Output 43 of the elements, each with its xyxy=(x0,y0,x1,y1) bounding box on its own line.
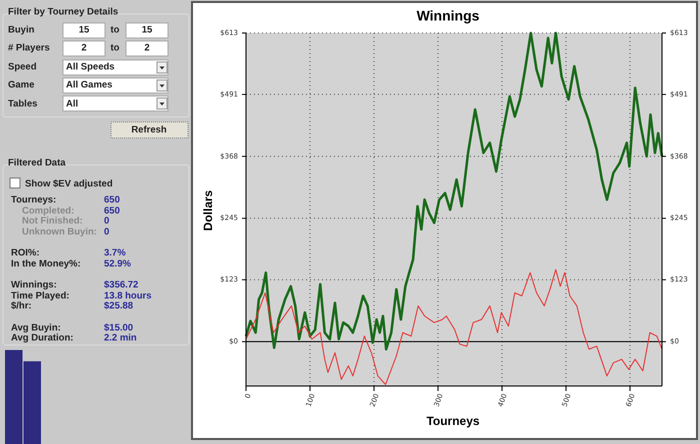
text: Not Finished: xyxy=(22,216,83,227)
text: 15 xyxy=(78,24,90,36)
text: # Players xyxy=(8,42,50,54)
text: Tables xyxy=(8,98,38,110)
text: 52.9% xyxy=(104,258,132,270)
text: $25.88 xyxy=(104,300,134,312)
text: $/hr: xyxy=(11,300,32,312)
text: Filter by Tourney Details xyxy=(8,6,118,18)
text: Buyin xyxy=(8,24,35,36)
text: ROI%: xyxy=(11,248,40,259)
text: In the Money%: xyxy=(11,258,81,270)
text: Filtered Data xyxy=(8,158,66,169)
text: Game xyxy=(8,80,34,91)
text: Speed xyxy=(8,62,37,73)
text: $356.72 xyxy=(104,280,138,291)
x-axis-title: Tourneys xyxy=(426,414,480,428)
text: to xyxy=(110,24,120,36)
y-axis-title: Dollars xyxy=(201,190,216,231)
text: 0 xyxy=(104,226,110,238)
text: 0 xyxy=(104,216,110,227)
text: Time Played: xyxy=(11,290,70,302)
text: All Games xyxy=(66,80,112,91)
text: 2.2 min xyxy=(104,332,137,344)
text: 3.7% xyxy=(104,248,126,259)
text: 2 xyxy=(144,42,150,54)
text: All Speeds xyxy=(66,62,115,73)
text: 15 xyxy=(142,24,153,36)
text: 13.8 hours xyxy=(104,290,152,302)
text: Refresh xyxy=(131,124,167,136)
text: Winnings: xyxy=(11,280,57,291)
text: Tourneys: xyxy=(11,194,56,206)
text: 650 xyxy=(104,206,120,217)
chart-title: Winnings xyxy=(416,8,480,24)
text: Avg Buyin: xyxy=(11,322,61,334)
text: Unknown Buyin: xyxy=(22,226,97,238)
text: 650 xyxy=(104,194,120,206)
text: All xyxy=(66,98,78,110)
text: Completed: xyxy=(22,206,74,217)
text: Show $EV adjusted xyxy=(25,178,113,190)
text: to xyxy=(110,42,120,54)
text: $15.00 xyxy=(104,322,134,334)
text: 2 xyxy=(81,42,87,54)
text: Avg Duration: xyxy=(11,332,74,344)
